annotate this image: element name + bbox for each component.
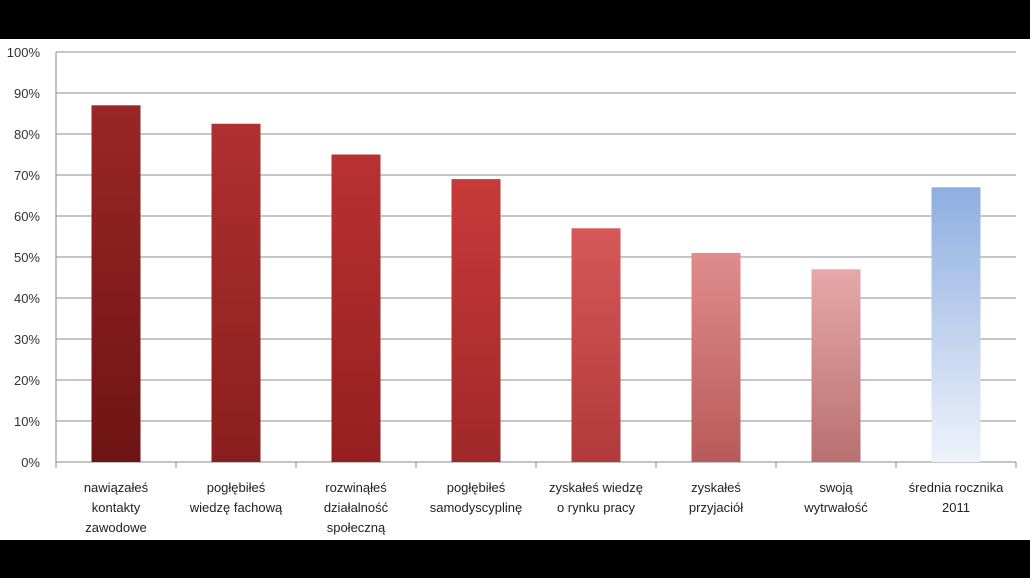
y-tick-label: 10% [14, 414, 40, 429]
gridlines [56, 51, 1016, 463]
y-tick-label: 40% [14, 291, 40, 306]
y-tick-label: 0% [21, 455, 40, 470]
category-label-line: pogłębiłeś [207, 480, 266, 495]
letterbox-bottom [0, 540, 1030, 578]
category-label-line: o rynku pracy [557, 500, 636, 515]
category-label: pogłębiłeś samodyscyplinę [430, 480, 523, 515]
category-label: zyskałeś przyjaciół [689, 480, 743, 515]
y-tick-label: 30% [14, 332, 40, 347]
category-label: nawiązałeś kontakty zawodowe [84, 480, 149, 535]
bar [571, 228, 621, 462]
category-label-line: swoją [819, 480, 853, 495]
category-label: średnia rocznika 2011 [909, 480, 1004, 515]
y-tick-label: 90% [14, 86, 40, 101]
category-label-line: nawiązałeś [84, 480, 149, 495]
category-label-line: pogłębiłeś [447, 480, 506, 495]
bar [91, 105, 141, 463]
category-label: zyskałeś wiedzę o rynku pracy [549, 480, 643, 515]
bar [811, 269, 861, 462]
category-label-line: społeczną [327, 520, 386, 535]
category-label-line: kontakty [92, 500, 141, 515]
y-tick-label: 70% [14, 168, 40, 183]
category-label-line: samodyscyplinę [430, 500, 523, 515]
category-label-line: średnia rocznika [909, 480, 1004, 495]
letterbox-top [0, 0, 1030, 39]
category-label-line: wytrwałość [803, 500, 868, 515]
category-label-line: zyskałeś wiedzę [549, 480, 643, 495]
y-tick-label: 50% [14, 250, 40, 265]
category-label-line: 2011 [942, 500, 970, 515]
category-label-line: rozwinąłeś [325, 480, 387, 495]
y-tick-label: 20% [14, 373, 40, 388]
y-axis: 0% 10% 20% 30% 40% 50% 60% 70% 80% 90% 100% [7, 45, 57, 470]
category-label-line: zawodowe [85, 520, 146, 535]
bar [691, 252, 741, 462]
category-label: rozwinąłeś działalność społeczną [324, 480, 389, 535]
bar [931, 187, 981, 463]
y-tick-label: 60% [14, 209, 40, 224]
category-label-line: działalność [324, 500, 389, 515]
category-label: swoją wytrwałość [803, 480, 868, 515]
bar [211, 123, 261, 462]
bars [91, 105, 981, 463]
category-label-line: wiedzę fachową [189, 500, 283, 515]
category-label-line: przyjaciół [689, 500, 743, 515]
x-axis: nawiązałeś kontakty zawodowe pogłębiłeś wied… [55, 462, 1017, 535]
category-label: pogłębiłeś wiedzę fachową [189, 480, 283, 515]
y-tick-label: 80% [14, 127, 40, 142]
bar [451, 179, 501, 462]
bar [331, 154, 381, 462]
category-label-line: zyskałeś [691, 480, 741, 495]
y-tick-label: 100% [7, 45, 41, 60]
